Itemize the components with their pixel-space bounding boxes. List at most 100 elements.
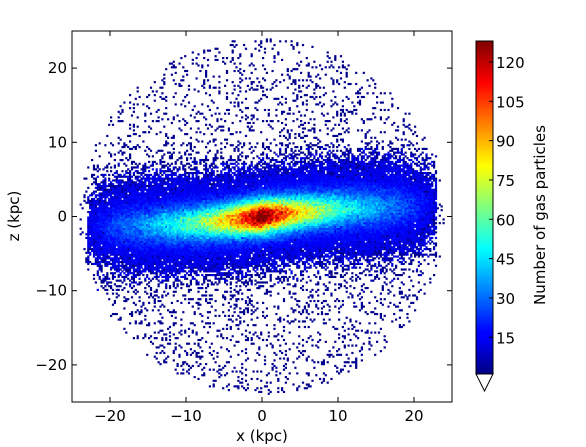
- heatmap-cell: [161, 194, 164, 197]
- heatmap-cell: [142, 186, 145, 189]
- heatmap-cell: [216, 201, 219, 204]
- heatmap-cell: [184, 95, 187, 99]
- heatmap-cell: [203, 227, 206, 230]
- heatmap-cell: [142, 168, 145, 171]
- heatmap-cell: [231, 272, 234, 275]
- heatmap-cell: [208, 236, 211, 240]
- heatmap-cell: [210, 305, 213, 308]
- heatmap-cell: [117, 188, 120, 191]
- heatmap-cell: [155, 231, 158, 234]
- heatmap-cell: [146, 210, 149, 214]
- heatmap-cell: [92, 209, 96, 212]
- heatmap-cell: [222, 251, 225, 254]
- heatmap-cell: [187, 372, 191, 375]
- heatmap-cell: [134, 222, 137, 225]
- heatmap-cell: [172, 216, 175, 219]
- heatmap-cell: [227, 361, 230, 364]
- heatmap-cell: [123, 223, 126, 227]
- heatmap-cell: [193, 212, 196, 215]
- heatmap-cell: [104, 201, 107, 204]
- heatmap-cell: [165, 196, 168, 199]
- heatmap-cell: [165, 183, 168, 186]
- heatmap-cell: [208, 197, 211, 201]
- heatmap-cell: [189, 186, 192, 189]
- heatmap-cell: [130, 147, 134, 151]
- heatmap-cell: [140, 216, 143, 219]
- heatmap-cell: [165, 333, 168, 336]
- heatmap-cell: [94, 248, 97, 251]
- heatmap-cell: [148, 242, 151, 245]
- heatmap-cell: [201, 233, 204, 236]
- heatmap-cell: [125, 225, 128, 228]
- heatmap-cell: [96, 188, 99, 191]
- heatmap-cell: [174, 251, 177, 254]
- heatmap-cell: [130, 192, 134, 195]
- heatmap-cell: [212, 173, 215, 176]
- heatmap-cell: [187, 142, 191, 145]
- heatmap-cell: [117, 236, 120, 240]
- heatmap-cell: [129, 127, 132, 130]
- heatmap-cell: [227, 197, 230, 201]
- heatmap-cell: [96, 197, 99, 201]
- heatmap-cell: [113, 229, 116, 232]
- heatmap-cell: [174, 277, 177, 280]
- heatmap-cell: [142, 192, 145, 195]
- heatmap-cell: [178, 268, 181, 271]
- heatmap-cell: [187, 257, 191, 260]
- heatmap-cell: [191, 173, 194, 176]
- heatmap-cell: [115, 184, 118, 188]
- heatmap-cell: [178, 120, 181, 123]
- heatmap-cell: [106, 207, 109, 210]
- heatmap-cell: [189, 253, 192, 256]
- heatmap-cell: [214, 246, 217, 249]
- heatmap-cell: [91, 220, 94, 223]
- heatmap-cell: [203, 218, 206, 221]
- heatmap-cell: [187, 270, 191, 273]
- heatmap-cell: [184, 222, 187, 225]
- heatmap-cell: [172, 197, 175, 201]
- heatmap-cell: [197, 377, 200, 381]
- heatmap-cell: [208, 251, 211, 254]
- heatmap-cell: [187, 220, 191, 223]
- heatmap-cell: [153, 197, 156, 201]
- heatmap-cell: [85, 233, 88, 236]
- heatmap-cell: [106, 240, 109, 243]
- heatmap-cell: [127, 261, 130, 264]
- heatmap-cell: [227, 314, 230, 317]
- heatmap-cell: [203, 222, 206, 225]
- heatmap-cell: [201, 64, 204, 67]
- heatmap-cell: [174, 233, 177, 236]
- heatmap-cell: [161, 166, 164, 169]
- heatmap-cell: [218, 368, 221, 371]
- heatmap-cell: [222, 233, 225, 236]
- heatmap-cell: [197, 238, 200, 241]
- heatmap-cell: [205, 233, 208, 236]
- heatmap-cell: [94, 210, 97, 214]
- heatmap-cell: [132, 146, 135, 149]
- heatmap-cell: [161, 149, 164, 152]
- heatmap-cell: [153, 216, 156, 219]
- heatmap-cell: [206, 127, 210, 130]
- heatmap-cell: [138, 214, 141, 217]
- heatmap-cell: [106, 222, 109, 225]
- heatmap-cell: [167, 209, 170, 212]
- heatmap-cell: [205, 186, 208, 189]
- heatmap-cell: [92, 197, 96, 201]
- heatmap-cell: [159, 229, 162, 232]
- heatmap-cell: [129, 179, 132, 182]
- heatmap-cell: [186, 177, 189, 180]
- heatmap-cell: [142, 166, 145, 169]
- heatmap-cell: [125, 270, 128, 273]
- heatmap-cell: [111, 259, 115, 262]
- heatmap-cell: [106, 248, 109, 251]
- heatmap-cell: [224, 190, 227, 193]
- heatmap-cell: [205, 75, 208, 78]
- heatmap-cell: [197, 236, 200, 240]
- heatmap-cell: [186, 184, 189, 188]
- heatmap-cell: [159, 218, 162, 221]
- heatmap-cell: [208, 261, 211, 264]
- heatmap-cell: [92, 236, 96, 240]
- heatmap-cell: [182, 194, 185, 197]
- heatmap-cell: [210, 270, 213, 273]
- heatmap-cell: [172, 309, 175, 312]
